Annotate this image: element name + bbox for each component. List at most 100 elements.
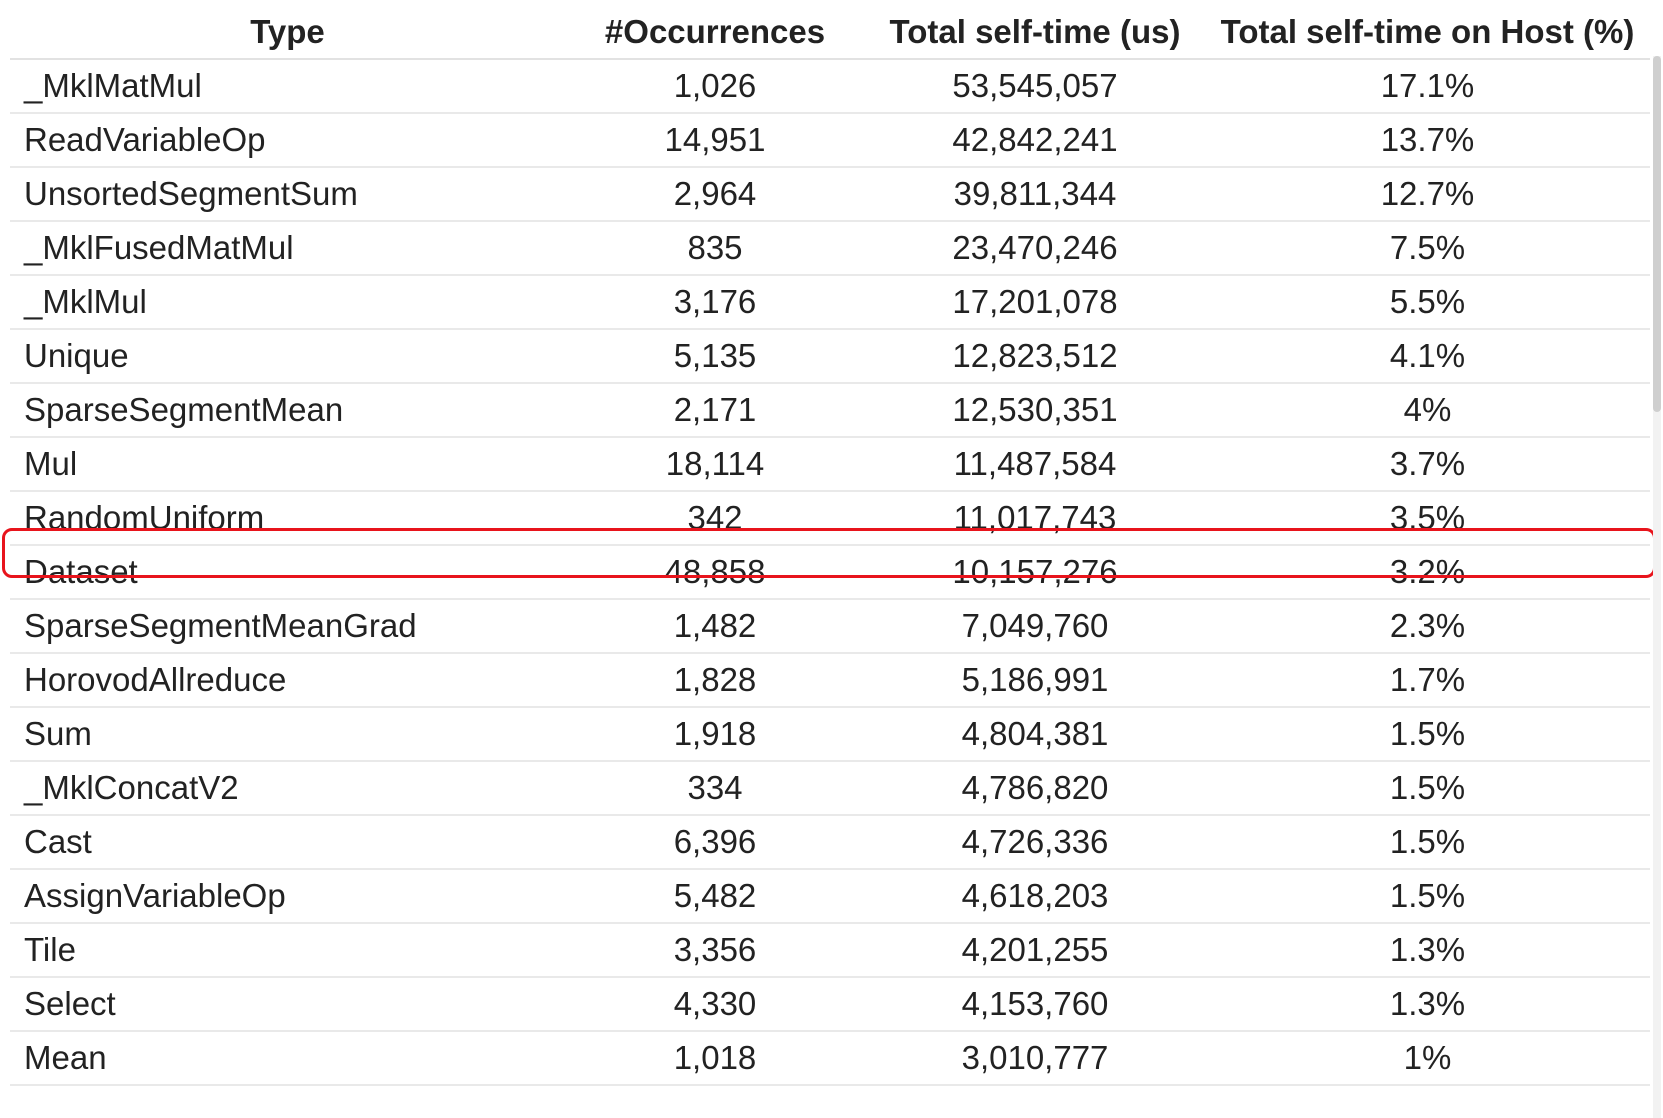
cell-host-percent: 3.7% <box>1205 437 1650 492</box>
cell-occurrences: 1,026 <box>565 59 865 114</box>
cell-total-self-time: 7,049,760 <box>865 599 1205 654</box>
column-header-host-percent[interactable]: Total self-time on Host (%) <box>1205 6 1650 60</box>
cell-host-percent: 1.5% <box>1205 707 1650 762</box>
cell-host-percent: 1.5% <box>1205 815 1650 870</box>
cell-occurrences: 1,828 <box>565 653 865 708</box>
table-row[interactable]: _MklFusedMatMul 835 23,470,246 7.5% <box>10 221 1650 276</box>
cell-host-percent: 1.7% <box>1205 653 1650 708</box>
cell-host-percent: 12.7% <box>1205 167 1650 222</box>
cell-occurrences: 2,171 <box>565 383 865 438</box>
cell-type: Sum <box>10 707 565 762</box>
cell-total-self-time: 4,726,336 <box>865 815 1205 870</box>
cell-type: Cast <box>10 815 565 870</box>
cell-type: _MklConcatV2 <box>10 761 565 816</box>
cell-host-percent: 4% <box>1205 383 1650 438</box>
cell-occurrences: 14,951 <box>565 113 865 168</box>
cell-type: Mean <box>10 1031 565 1086</box>
cell-total-self-time: 4,153,760 <box>865 977 1205 1032</box>
cell-type: RandomUniform <box>10 491 565 546</box>
table-body: _MklMatMul 1,026 53,545,057 17.1% ReadVariab… <box>10 59 1650 1086</box>
cell-host-percent: 2.3% <box>1205 599 1650 654</box>
cell-type: SparseSegmentMean <box>10 383 565 438</box>
table-row[interactable]: _MklMul 3,176 17,201,078 5.5% <box>10 275 1650 330</box>
op-stats-table-container: Type #Occurrences Total self-time (us) T… <box>10 6 1650 1118</box>
cell-occurrences: 342 <box>565 491 865 546</box>
cell-occurrences: 835 <box>565 221 865 276</box>
cell-occurrences: 18,114 <box>565 437 865 492</box>
cell-occurrences: 6,396 <box>565 815 865 870</box>
table-row[interactable]: RandomUniform 342 11,017,743 3.5% <box>10 491 1650 546</box>
cell-occurrences: 5,135 <box>565 329 865 384</box>
cell-type: Dataset <box>10 545 565 600</box>
column-header-type[interactable]: Type <box>10 6 565 60</box>
cell-total-self-time: 17,201,078 <box>865 275 1205 330</box>
op-stats-table: Type #Occurrences Total self-time (us) T… <box>10 6 1650 1086</box>
cell-occurrences: 5,482 <box>565 869 865 924</box>
cell-type: AssignVariableOp <box>10 869 565 924</box>
cell-total-self-time: 4,618,203 <box>865 869 1205 924</box>
cell-total-self-time: 11,487,584 <box>865 437 1205 492</box>
cell-host-percent: 17.1% <box>1205 59 1650 114</box>
cell-host-percent: 1.3% <box>1205 923 1650 978</box>
cell-total-self-time: 10,157,276 <box>865 545 1205 600</box>
table-row[interactable]: UnsortedSegmentSum 2,964 39,811,344 12.7% <box>10 167 1650 222</box>
cell-occurrences: 48,858 <box>565 545 865 600</box>
cell-occurrences: 3,356 <box>565 923 865 978</box>
column-header-occurrences[interactable]: #Occurrences <box>565 6 865 60</box>
cell-total-self-time: 53,545,057 <box>865 59 1205 114</box>
cell-host-percent: 3.5% <box>1205 491 1650 546</box>
table-row[interactable]: SparseSegmentMeanGrad 1,482 7,049,760 2.3% <box>10 599 1650 654</box>
table-row[interactable]: Sum 1,918 4,804,381 1.5% <box>10 707 1650 762</box>
cell-type: Unique <box>10 329 565 384</box>
cell-host-percent: 1.5% <box>1205 869 1650 924</box>
column-header-total-self-time[interactable]: Total self-time (us) <box>865 6 1205 60</box>
cell-type: Tile <box>10 923 565 978</box>
table-row[interactable]: AssignVariableOp 5,482 4,618,203 1.5% <box>10 869 1650 924</box>
cell-type: SparseSegmentMeanGrad <box>10 599 565 654</box>
table-row[interactable]: _MklMatMul 1,026 53,545,057 17.1% <box>10 59 1650 114</box>
cell-total-self-time: 4,201,255 <box>865 923 1205 978</box>
cell-occurrences: 4,330 <box>565 977 865 1032</box>
cell-total-self-time: 12,823,512 <box>865 329 1205 384</box>
table-row[interactable]: Dataset 48,858 10,157,276 3.2% <box>10 545 1650 600</box>
scrollbar-track[interactable] <box>1653 56 1661 1118</box>
cell-total-self-time: 39,811,344 <box>865 167 1205 222</box>
cell-type: _MklMatMul <box>10 59 565 114</box>
cell-host-percent: 1% <box>1205 1031 1650 1086</box>
scrollbar-thumb[interactable] <box>1653 56 1661 412</box>
table-row[interactable]: _MklConcatV2 334 4,786,820 1.5% <box>10 761 1650 816</box>
cell-total-self-time: 11,017,743 <box>865 491 1205 546</box>
cell-type: _MklMul <box>10 275 565 330</box>
cell-occurrences: 334 <box>565 761 865 816</box>
table-row[interactable]: Cast 6,396 4,726,336 1.5% <box>10 815 1650 870</box>
cell-host-percent: 7.5% <box>1205 221 1650 276</box>
cell-type: UnsortedSegmentSum <box>10 167 565 222</box>
table-row[interactable]: Tile 3,356 4,201,255 1.3% <box>10 923 1650 978</box>
cell-occurrences: 1,018 <box>565 1031 865 1086</box>
table-row[interactable]: SparseSegmentMean 2,171 12,530,351 4% <box>10 383 1650 438</box>
table-row[interactable]: Mul 18,114 11,487,584 3.7% <box>10 437 1650 492</box>
table-row[interactable]: Mean 1,018 3,010,777 1% <box>10 1031 1650 1086</box>
cell-host-percent: 3.2% <box>1205 545 1650 600</box>
cell-total-self-time: 12,530,351 <box>865 383 1205 438</box>
cell-total-self-time: 23,470,246 <box>865 221 1205 276</box>
table-row[interactable]: ReadVariableOp 14,951 42,842,241 13.7% <box>10 113 1650 168</box>
cell-total-self-time: 42,842,241 <box>865 113 1205 168</box>
table-row[interactable]: Select 4,330 4,153,760 1.3% <box>10 977 1650 1032</box>
cell-type: ReadVariableOp <box>10 113 565 168</box>
table-row[interactable]: Unique 5,135 12,823,512 4.1% <box>10 329 1650 384</box>
table-row[interactable]: HorovodAllreduce 1,828 5,186,991 1.7% <box>10 653 1650 708</box>
cell-occurrences: 2,964 <box>565 167 865 222</box>
table-header-row: Type #Occurrences Total self-time (us) T… <box>10 6 1650 60</box>
cell-occurrences: 3,176 <box>565 275 865 330</box>
cell-occurrences: 1,918 <box>565 707 865 762</box>
cell-total-self-time: 4,786,820 <box>865 761 1205 816</box>
cell-host-percent: 4.1% <box>1205 329 1650 384</box>
cell-total-self-time: 5,186,991 <box>865 653 1205 708</box>
cell-type: Mul <box>10 437 565 492</box>
cell-host-percent: 5.5% <box>1205 275 1650 330</box>
cell-type: Select <box>10 977 565 1032</box>
cell-host-percent: 13.7% <box>1205 113 1650 168</box>
cell-total-self-time: 4,804,381 <box>865 707 1205 762</box>
cell-type: HorovodAllreduce <box>10 653 565 708</box>
